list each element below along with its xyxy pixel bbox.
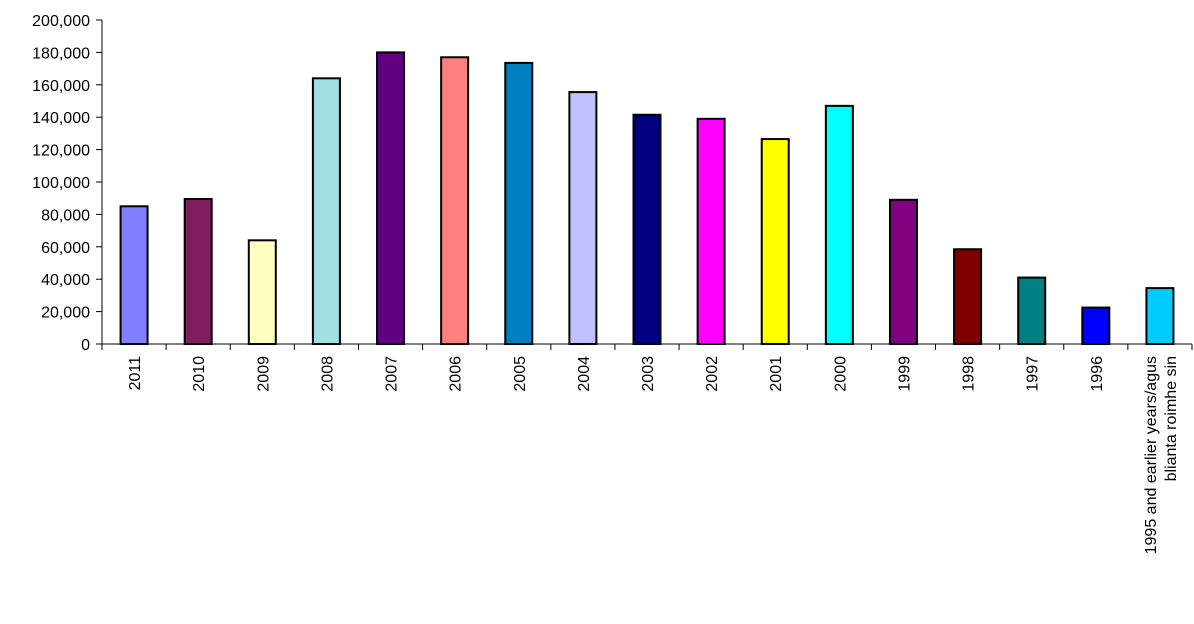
- y-tick-label: 120,000: [32, 143, 90, 160]
- x-tick-label: 2000: [832, 356, 849, 392]
- x-tick-label-line: 1997: [1025, 356, 1042, 392]
- x-tick-label: 2006: [448, 356, 465, 392]
- x-tick-label-line: 2000: [832, 356, 849, 392]
- x-tick-label-line: 1995 and earlier years/agus: [1143, 356, 1160, 554]
- x-axis: 2011 2010 2009 2008 2007 2006 2005 2004 2003 2002…: [101, 343, 1193, 554]
- x-tick-label-line: 2007: [384, 356, 401, 392]
- bar: [247, 239, 277, 346]
- bar: [183, 198, 213, 345]
- x-tick-label: 2004: [576, 356, 593, 392]
- bar: [376, 51, 406, 346]
- x-tick-label: 2001: [768, 356, 785, 392]
- y-tick-label: 140,000: [32, 110, 90, 127]
- x-tick-label: 2007: [384, 356, 401, 392]
- x-tick-label-line: 2005: [512, 356, 529, 392]
- x-tick-label-line: blianta roimhe sin: [1163, 356, 1180, 481]
- x-tick-label: 1998: [961, 356, 978, 392]
- x-tick-label: 1995 and earlier years/agus blianta roimh…: [1143, 356, 1180, 554]
- x-tick-label: 1996: [1089, 356, 1106, 392]
- y-tick-label: 200,000: [32, 13, 90, 30]
- x-tick-label: 1999: [896, 356, 913, 392]
- y-tick-label: 80,000: [41, 207, 90, 224]
- x-tick-label: 2003: [640, 356, 657, 392]
- x-tick-label-line: 2011: [127, 356, 144, 391]
- bar: [824, 104, 854, 345]
- y-tick-label: 160,000: [32, 78, 90, 95]
- bar: [1017, 276, 1047, 345]
- x-tick-label-line: 2006: [448, 356, 465, 392]
- bar: [953, 248, 983, 345]
- y-tick-label: 20,000: [41, 305, 90, 322]
- bar: [1145, 287, 1175, 345]
- x-tick-label: 2010: [191, 356, 208, 392]
- y-tick-label: 40,000: [41, 272, 90, 289]
- bar: [311, 77, 341, 345]
- bar: [888, 198, 918, 345]
- x-tick-label-line: 1999: [896, 356, 913, 392]
- x-tick-label: 2011: [127, 356, 144, 391]
- x-tick-label: 1997: [1025, 356, 1042, 392]
- y-tick-label: 180,000: [32, 45, 90, 62]
- x-tick-label-line: 2002: [704, 356, 721, 392]
- bar: [440, 56, 470, 345]
- bar: [119, 205, 149, 345]
- y-tick-label: 0: [81, 337, 90, 354]
- x-tick-label: 2005: [512, 356, 529, 392]
- x-tick-label-line: 2004: [576, 356, 593, 392]
- x-tick-label-line: 2010: [191, 356, 208, 392]
- bar: [1081, 306, 1111, 345]
- bar: [696, 117, 726, 345]
- bar: [568, 91, 598, 345]
- x-tick-label: 2002: [704, 356, 721, 392]
- x-tick-label-line: 2009: [255, 356, 272, 392]
- bar: [760, 138, 790, 345]
- x-tick-label: 2008: [319, 356, 336, 392]
- x-tick-label: 2009: [255, 356, 272, 392]
- y-tick-label: 100,000: [32, 175, 90, 192]
- x-tick-label-line: 2001: [768, 356, 785, 392]
- y-tick-label: 60,000: [41, 240, 90, 257]
- bar: [504, 61, 534, 346]
- x-tick-label-line: 1996: [1089, 356, 1106, 392]
- y-axis: 0 20,000 40,000 60,000 80,000 100,000 120,000 1…: [32, 13, 103, 354]
- x-tick-label-line: 2008: [319, 356, 336, 392]
- x-tick-label-line: 2003: [640, 356, 657, 392]
- bar: [632, 113, 662, 345]
- bars: [119, 51, 1175, 346]
- x-tick-label-line: 1998: [961, 356, 978, 392]
